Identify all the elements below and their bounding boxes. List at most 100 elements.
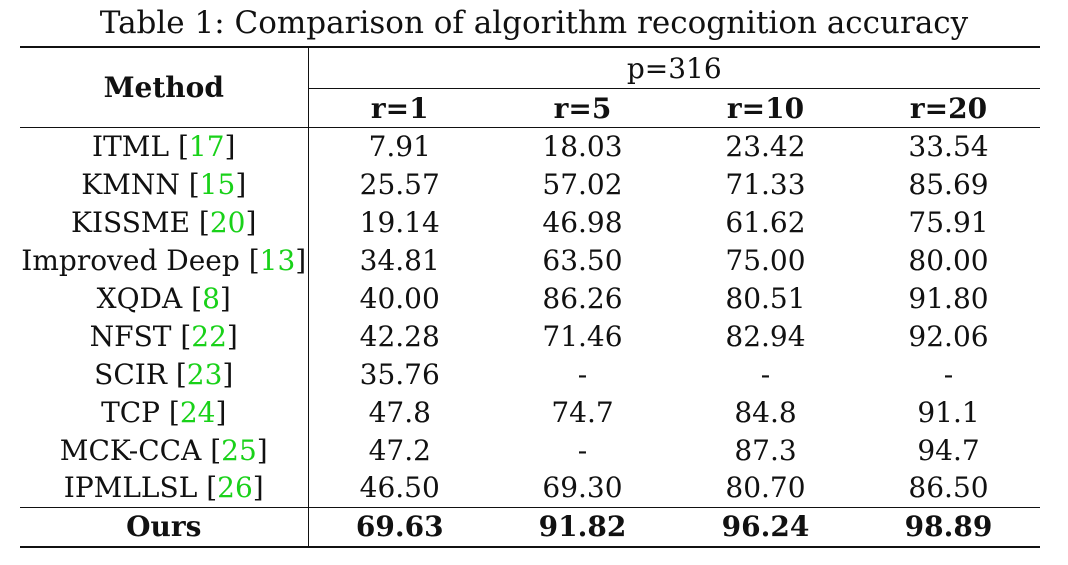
value-cell: 34.81	[359, 244, 440, 278]
table-row: TCP [24] 47.8 74.7 84.8 91.1	[20, 393, 1040, 432]
method-cell: ITML [17]	[20, 126, 309, 166]
citation-bracket-open: [	[175, 357, 187, 391]
method-name: NFST	[89, 319, 172, 353]
value-cell: 75.91	[908, 206, 989, 240]
method-name: MCK-CCA	[59, 433, 202, 467]
value-cell: 86.50	[908, 471, 989, 505]
value-cell: 71.33	[725, 168, 806, 202]
citation-bracket-open: [	[210, 433, 222, 467]
method-name: Improved Deep	[21, 244, 240, 278]
value-cell: 47.2	[368, 433, 431, 467]
table-row: SCIR [23] 35.76 - - -	[20, 355, 1040, 394]
value-cell: 46.98	[542, 206, 623, 240]
value-cell: 87.3	[734, 433, 797, 467]
citation-bracket-open: [	[177, 130, 189, 164]
citation-link[interactable]: 24	[179, 395, 216, 429]
citation-bracket-close: ]	[252, 471, 264, 505]
value-cell: 25.57	[359, 168, 440, 202]
column-header-r5: r=5	[553, 91, 612, 125]
value-cell: 74.7	[551, 395, 614, 429]
value-cell: 19.14	[359, 206, 440, 240]
value-cell: 75.00	[725, 244, 806, 278]
citation-bracket-open: [	[206, 471, 218, 505]
table-row: MCK-CCA [25] 47.2 - 87.3 94.7	[20, 431, 1040, 470]
citation-bracket-close: ]	[215, 395, 227, 429]
method-cell: MCK-CCA [25]	[20, 431, 309, 470]
ours-value-r1: 69.63	[308, 506, 491, 548]
citation-link[interactable]: 8	[202, 282, 220, 315]
table-row: XQDA [8] 40.00 86.26 80.51 91.80	[20, 279, 1040, 318]
citation-link[interactable]: 25	[221, 433, 257, 467]
value-cell: 91.80	[908, 282, 989, 315]
citation-link[interactable]: 22	[191, 319, 227, 353]
citation-link[interactable]: 26	[217, 471, 253, 505]
citation-bracket-open: [	[180, 319, 192, 353]
method-name: XQDA	[96, 282, 183, 315]
value-cell: -	[577, 357, 588, 391]
method-cell: TCP [24]	[20, 393, 309, 432]
value-cell: -	[760, 357, 771, 391]
citation-link[interactable]: 20	[209, 206, 246, 240]
column-header-r20: r=20	[909, 91, 988, 125]
value-cell: 40.00	[359, 282, 440, 315]
value-cell: 18.03	[491, 126, 674, 166]
method-name: KMNN	[81, 168, 180, 202]
table-row: NFST [22] 42.28 71.46 82.94 92.06	[20, 317, 1040, 356]
citation-link[interactable]: 15	[199, 168, 236, 202]
column-header-r1: r=1	[370, 91, 429, 125]
value-cell: 94.7	[917, 433, 980, 467]
citation-bracket-close: ]	[219, 282, 231, 315]
citation-bracket-open: [	[188, 168, 200, 202]
value-cell: 84.8	[734, 395, 797, 429]
value-cell: 82.94	[725, 319, 806, 353]
value-cell: 69.30	[542, 471, 623, 505]
value-cell: 91.1	[917, 395, 980, 429]
citation-link[interactable]: 23	[186, 357, 223, 391]
column-header-r10: r=10	[726, 91, 805, 125]
citation-link[interactable]: 13	[259, 244, 296, 278]
citation-bracket-open: [	[168, 395, 180, 429]
table-row: KISSME [20] 19.14 46.98 61.62 75.91	[20, 203, 1040, 242]
method-name: IPMLLSL	[63, 471, 198, 505]
method-name: KISSME	[71, 206, 191, 240]
method-cell: IPMLLSL [26]	[20, 469, 309, 508]
method-cell: Improved Deep [13]	[20, 241, 309, 280]
value-cell: 23.42	[674, 126, 857, 166]
method-name: ITML	[92, 130, 170, 164]
method-cell: XQDA [8]	[20, 279, 309, 318]
value-cell: 47.8	[368, 395, 431, 429]
method-cell: NFST [22]	[20, 317, 309, 356]
citation-link[interactable]: 17	[188, 130, 225, 164]
citation-bracket-close: ]	[226, 319, 238, 353]
results-table: Method p=316 r=1 r=5 r=10 r=20 ITML [17]…	[20, 46, 1041, 548]
ours-value-r10: 96.24	[674, 506, 857, 548]
value-cell: 42.28	[359, 319, 440, 353]
citation-bracket-close: ]	[222, 357, 234, 391]
citation-bracket-close: ]	[256, 433, 268, 467]
table-row: IPMLLSL [26] 46.50 69.30 80.70 86.50	[20, 469, 1040, 508]
citation-bracket-close: ]	[235, 168, 247, 202]
value-cell: 35.76	[359, 357, 440, 391]
value-cell: 63.50	[542, 244, 623, 278]
ours-method-cell: Ours	[20, 506, 309, 548]
method-cell: KMNN [15]	[20, 165, 309, 204]
citation-bracket-open: [	[198, 206, 210, 240]
value-cell: 61.62	[725, 206, 806, 240]
citation-bracket-open: [	[191, 282, 203, 315]
value-cell: 46.50	[359, 471, 440, 505]
value-cell: 71.46	[542, 319, 623, 353]
value-cell: 80.51	[725, 282, 806, 315]
value-cell: -	[577, 433, 588, 467]
ours-value-r20: 98.89	[857, 506, 1041, 548]
method-column-header: Method	[20, 46, 309, 128]
citation-bracket-close: ]	[224, 130, 236, 164]
method-cell: KISSME [20]	[20, 203, 309, 242]
ours-value-r5: 91.82	[491, 506, 674, 548]
method-name: SCIR	[94, 357, 167, 391]
citation-bracket-open: [	[248, 244, 260, 278]
ours-row: Ours 69.63 91.82 96.24 98.89	[20, 506, 1041, 548]
table-row: KMNN [15] 25.57 57.02 71.33 85.69	[20, 165, 1040, 204]
group-header: p=316	[308, 46, 1041, 89]
method-cell: SCIR [23]	[20, 355, 309, 394]
method-name: TCP	[101, 395, 161, 429]
